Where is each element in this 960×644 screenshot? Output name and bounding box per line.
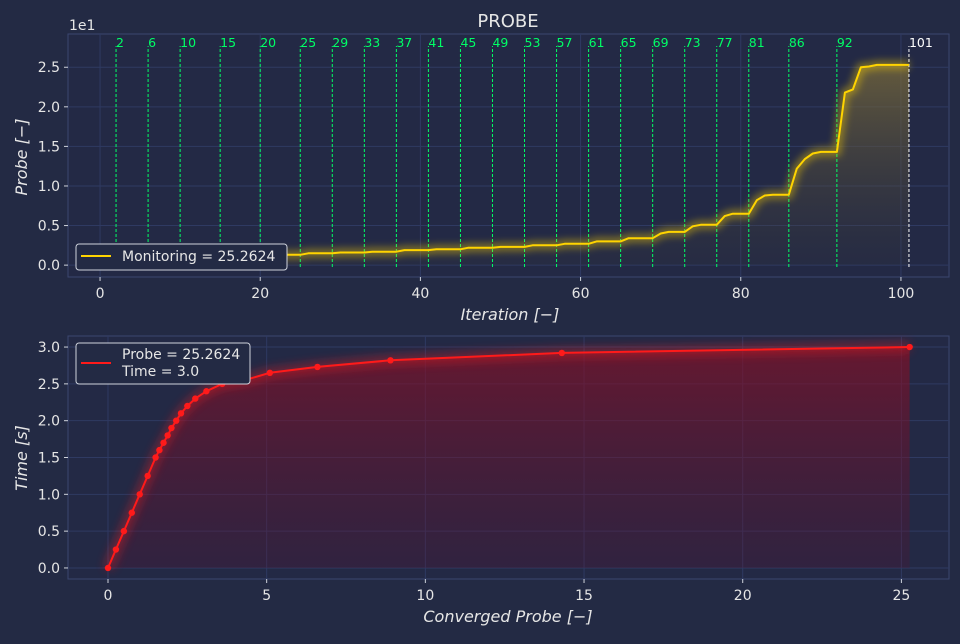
bottom-legend-label-probe: Probe = 25.2624 xyxy=(122,347,240,363)
bottom-series-point xyxy=(192,395,199,402)
bottom-x-tick-label: 20 xyxy=(734,588,752,604)
bottom-series-point xyxy=(104,564,112,572)
bottom-series-point xyxy=(314,363,321,371)
iteration-marker-label: 53 xyxy=(525,35,541,50)
bottom-series-point xyxy=(160,439,167,446)
iteration-marker-label: 57 xyxy=(557,35,573,50)
iteration-marker-label: 86 xyxy=(789,35,805,50)
bottom-y-tick-label: 2.0 xyxy=(38,414,60,430)
top-x-tick-label: 100 xyxy=(888,286,915,302)
bottom-series-point xyxy=(136,491,143,498)
bottom-y-tick-label: 2.5 xyxy=(38,377,60,393)
top-x-tick-label: 60 xyxy=(572,286,590,302)
bottom-series-point xyxy=(173,417,180,424)
top-y-tick-label: 2.5 xyxy=(38,60,60,76)
iteration-marker-label: 77 xyxy=(717,35,733,50)
top-series-area xyxy=(100,64,909,266)
bottom-legend: Probe = 25.2624 Time = 3.0 xyxy=(75,342,251,385)
iteration-marker-label: 65 xyxy=(621,35,637,50)
bottom-x-tick-label: 0 xyxy=(104,588,113,604)
bottom-y-tick-label: 1.5 xyxy=(38,451,60,467)
iteration-marker-label: 29 xyxy=(332,35,348,50)
iteration-marker-label: 49 xyxy=(492,35,508,50)
bottom-series-point xyxy=(203,388,210,395)
bottom-legend-label-time: Time = 3.0 xyxy=(121,364,199,380)
top-y-axis-title: Probe [−] xyxy=(12,119,31,196)
bottom-x-tick-label: 15 xyxy=(575,588,593,604)
iteration-marker-label: 37 xyxy=(396,35,412,50)
iteration-marker-label: 6 xyxy=(148,35,156,50)
bottom-series-point xyxy=(156,446,163,454)
top-x-tick-label: 80 xyxy=(732,286,750,302)
bottom-y-axis-title: Time [s] xyxy=(12,425,31,491)
bottom-legend-box xyxy=(75,342,251,385)
bottom-series-point xyxy=(177,410,185,417)
bottom-x-tick-label: 25 xyxy=(892,588,910,604)
bottom-y-tick-label: 3.0 xyxy=(38,340,60,356)
bottom-series-point xyxy=(128,509,135,516)
iteration-marker-label: 101 xyxy=(909,35,933,50)
iteration-marker-label: 69 xyxy=(653,35,669,50)
top-y-tick-label: 0.0 xyxy=(38,258,60,274)
bottom-x-tick-label: 5 xyxy=(262,588,271,604)
bottom-series-point xyxy=(168,424,175,432)
iteration-marker-label: 10 xyxy=(180,35,196,50)
iteration-marker-label: 25 xyxy=(300,35,316,50)
bottom-y-tick-label: 0.5 xyxy=(38,524,60,540)
iteration-marker-label: 15 xyxy=(220,35,236,50)
bottom-y-tick-label: 1.0 xyxy=(38,487,60,503)
iteration-marker-label: 92 xyxy=(837,35,853,50)
top-y-tick-label: 1.0 xyxy=(38,179,60,195)
bottom-series-point xyxy=(906,343,913,351)
bottom-series-point xyxy=(164,432,171,439)
bottom-x-tick-label: 10 xyxy=(416,588,434,604)
top-y-tick-label: 1.5 xyxy=(38,139,60,155)
iteration-marker-label: 73 xyxy=(685,35,701,50)
bottom-series-point xyxy=(266,369,274,377)
top-legend-box xyxy=(75,243,288,271)
iteration-marker-label: 20 xyxy=(260,35,276,50)
top-x-tick-label: 0 xyxy=(96,286,105,302)
bottom-series-point xyxy=(558,349,566,357)
iteration-marker-label: 2 xyxy=(116,35,124,50)
bottom-series-point xyxy=(387,357,394,364)
iteration-marker-label: 61 xyxy=(589,35,605,50)
top-y-tick-label: 0.5 xyxy=(38,219,60,235)
y-offset-text: 1e1 xyxy=(69,18,95,34)
top-x-tick-label: 40 xyxy=(411,286,429,302)
iteration-marker-label: 81 xyxy=(749,35,765,50)
top-x-axis-title: Iteration [−] xyxy=(461,305,560,324)
top-x-tick-label: 20 xyxy=(251,286,269,302)
top-legend: Monitoring = 25.2624 xyxy=(75,243,288,271)
bottom-series-point xyxy=(152,454,159,461)
iteration-marker-label: 45 xyxy=(460,35,476,50)
bottom-y-tick-label: 0.0 xyxy=(38,561,60,577)
bottom-x-axis-title: Converged Probe [−] xyxy=(423,607,592,626)
iteration-marker-label: 33 xyxy=(364,35,380,50)
bottom-series-point xyxy=(120,527,128,535)
bottom-series-point xyxy=(112,546,120,553)
bottom-series-point xyxy=(184,402,191,410)
bottom-series-point xyxy=(144,472,151,480)
chart-title: PROBE xyxy=(477,11,538,32)
iteration-marker-label: 41 xyxy=(428,35,444,50)
bottom-series-area xyxy=(108,347,910,568)
top-y-tick-label: 2.0 xyxy=(38,100,60,116)
top-legend-label: Monitoring = 25.2624 xyxy=(122,249,275,265)
probe-panel: 0 20 40 60 80 100 0.0 0.5 1.0 1.5 2.0 2.5 2 6 10 15 20 25… xyxy=(38,33,950,302)
